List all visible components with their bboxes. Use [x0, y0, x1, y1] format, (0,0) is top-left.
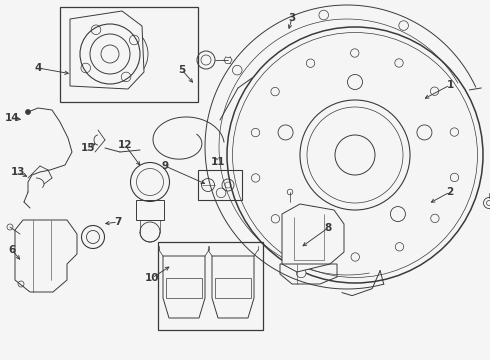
Polygon shape — [15, 220, 77, 292]
Circle shape — [232, 66, 242, 75]
Circle shape — [296, 268, 306, 278]
Text: 3: 3 — [289, 13, 295, 23]
Bar — [198, 170, 242, 200]
Text: 4: 4 — [34, 63, 42, 73]
Text: 5: 5 — [178, 65, 186, 75]
Text: 8: 8 — [324, 223, 332, 233]
Text: 10: 10 — [145, 273, 159, 283]
Circle shape — [319, 10, 328, 20]
Text: 11: 11 — [211, 157, 225, 167]
Bar — [158, 242, 263, 330]
Bar — [60, 7, 198, 102]
Polygon shape — [70, 11, 144, 89]
Text: 1: 1 — [446, 80, 454, 90]
Text: 15: 15 — [81, 143, 95, 153]
Text: 9: 9 — [161, 161, 169, 171]
Bar — [166, 278, 202, 298]
Text: 2: 2 — [446, 187, 454, 197]
Circle shape — [25, 109, 30, 114]
Text: 7: 7 — [114, 217, 122, 227]
Text: 12: 12 — [118, 140, 132, 150]
Text: 13: 13 — [11, 167, 25, 177]
Bar — [136, 200, 164, 220]
Circle shape — [399, 21, 409, 30]
Polygon shape — [282, 204, 344, 272]
Text: 6: 6 — [8, 245, 16, 255]
Bar — [215, 278, 251, 298]
Circle shape — [216, 188, 226, 198]
Text: 14: 14 — [5, 113, 19, 123]
